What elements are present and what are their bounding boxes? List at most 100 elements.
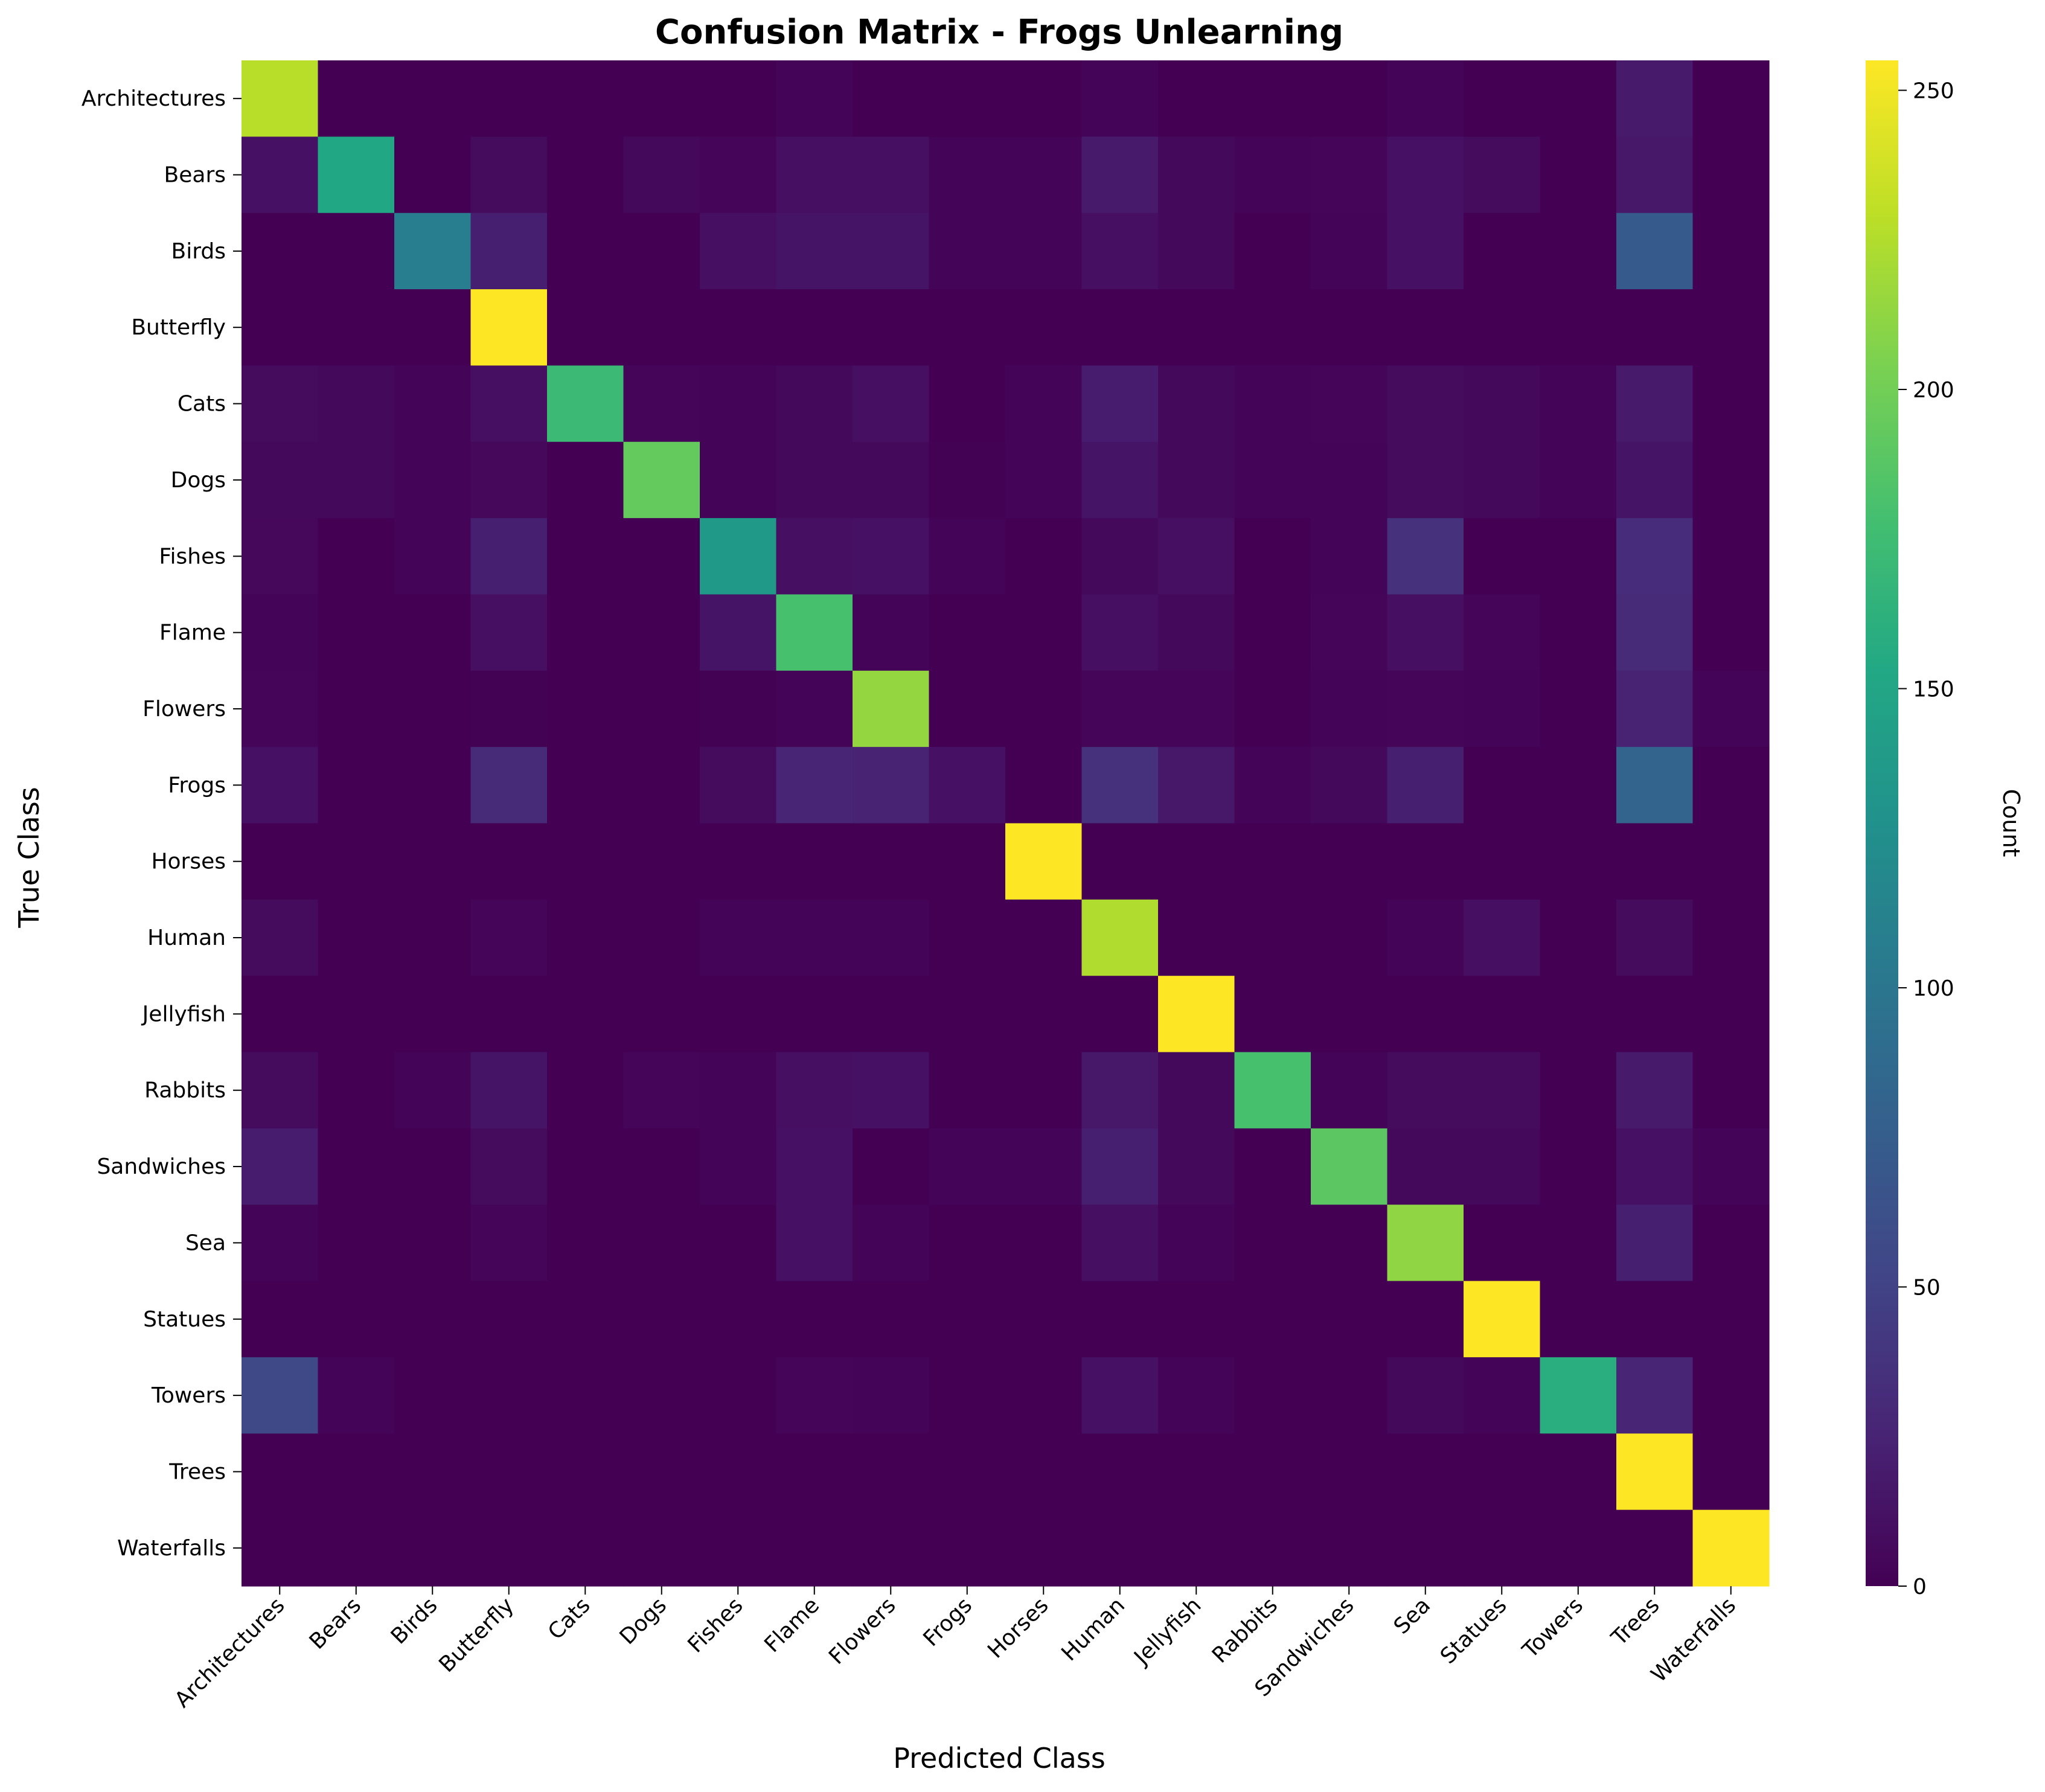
heatmap-cell-flowers-bears bbox=[318, 670, 395, 747]
heatmap-cell-fishes-bears bbox=[318, 518, 395, 595]
heatmap-cell-architectures-human bbox=[1081, 60, 1159, 137]
heatmap-cell-fishes-sandwiches bbox=[1311, 518, 1388, 595]
colorbar-tick-label: 0 bbox=[1913, 1575, 1927, 1599]
heatmap-cell-horses-horses bbox=[1005, 823, 1083, 900]
heatmap-cell-architectures-dogs bbox=[623, 60, 700, 137]
heatmap-cell-bears-fishes bbox=[700, 136, 777, 214]
heatmap-cell-flowers-human bbox=[1081, 670, 1159, 747]
heatmap-cell-rabbits-human bbox=[1081, 1052, 1159, 1129]
heatmap-cell-butterfly-sandwiches bbox=[1311, 289, 1388, 366]
heatmap-cell-dogs-sea bbox=[1387, 441, 1464, 519]
heatmap-cell-rabbits-horses bbox=[1005, 1052, 1083, 1129]
heatmap-cell-towers-human bbox=[1081, 1357, 1159, 1434]
heatmap-cell-waterfalls-sea bbox=[1387, 1509, 1464, 1587]
heatmap-cell-architectures-flame bbox=[776, 60, 853, 137]
heatmap-cell-bears-horses bbox=[1005, 136, 1083, 214]
heatmap-cell-architectures-waterfalls bbox=[1692, 60, 1770, 137]
heatmap-cell-bears-architectures bbox=[242, 136, 319, 214]
x-tick-label-fishes: Fishes bbox=[683, 1593, 747, 1657]
heatmap-cell-trees-fishes bbox=[700, 1433, 777, 1511]
heatmap-cell-statues-birds bbox=[394, 1281, 472, 1358]
heatmap-cell-flowers-towers bbox=[1540, 670, 1617, 747]
heatmap-cell-waterfalls-architectures bbox=[242, 1509, 319, 1587]
heatmap-cell-frogs-flowers bbox=[853, 747, 930, 824]
heatmap-cell-towers-frogs bbox=[929, 1357, 1006, 1434]
heatmap-cell-horses-flame bbox=[776, 823, 853, 900]
heatmap-cell-architectures-towers bbox=[1540, 60, 1617, 137]
heatmap-cell-jellyfish-towers bbox=[1540, 976, 1617, 1053]
heatmap-cell-sandwiches-flowers bbox=[853, 1128, 930, 1205]
heatmap-cell-flowers-waterfalls bbox=[1692, 670, 1770, 747]
x-tick-label-rabbits: Rabbits bbox=[1208, 1593, 1282, 1668]
heatmap-cell-jellyfish-butterfly bbox=[470, 976, 548, 1053]
heatmap-cell-frogs-sandwiches bbox=[1311, 747, 1388, 824]
heatmap-cell-human-flame bbox=[776, 899, 853, 976]
heatmap-cell-birds-frogs bbox=[929, 213, 1006, 290]
heatmap-cell-jellyfish-sandwiches bbox=[1311, 976, 1388, 1053]
heatmap-cell-architectures-rabbits bbox=[1234, 60, 1311, 137]
heatmap-cell-jellyfish-architectures bbox=[242, 976, 319, 1053]
heatmap-cell-bears-statues bbox=[1464, 136, 1541, 214]
heatmap-cell-fishes-flame bbox=[776, 518, 853, 595]
heatmap-cell-waterfalls-waterfalls bbox=[1692, 1509, 1770, 1587]
y-axis-label: True Class bbox=[13, 787, 45, 928]
heatmap-cell-waterfalls-flowers bbox=[853, 1509, 930, 1587]
heatmap-cell-horses-architectures bbox=[242, 823, 319, 900]
heatmap-cell-architectures-cats bbox=[547, 60, 624, 137]
heatmap-cell-towers-dogs bbox=[623, 1357, 700, 1434]
heatmap-cell-flowers-birds bbox=[394, 670, 472, 747]
heatmap-cell-horses-sandwiches bbox=[1311, 823, 1388, 900]
heatmap-cell-waterfalls-birds bbox=[394, 1509, 472, 1587]
heatmap-cell-cats-dogs bbox=[623, 365, 700, 443]
heatmap-cell-flowers-trees bbox=[1616, 670, 1694, 747]
heatmap-cell-waterfalls-dogs bbox=[623, 1509, 700, 1587]
heatmap-cell-fishes-statues bbox=[1464, 518, 1541, 595]
heatmap-cell-horses-bears bbox=[318, 823, 395, 900]
heatmap-cell-statues-waterfalls bbox=[1692, 1281, 1770, 1358]
heatmap-cell-frogs-rabbits bbox=[1234, 747, 1311, 824]
heatmap-cell-waterfalls-rabbits bbox=[1234, 1509, 1311, 1587]
heatmap-cell-statues-horses bbox=[1005, 1281, 1083, 1358]
y-tick-label-frogs: Frogs bbox=[168, 773, 226, 798]
heatmap-cell-sea-jellyfish bbox=[1158, 1205, 1235, 1282]
heatmap-cell-fishes-architectures bbox=[242, 518, 319, 595]
heatmap-cell-towers-fishes bbox=[700, 1357, 777, 1434]
heatmap-cell-fishes-trees bbox=[1616, 518, 1694, 595]
heatmap-cell-trees-human bbox=[1081, 1433, 1159, 1511]
heatmap-cell-sandwiches-jellyfish bbox=[1158, 1128, 1235, 1205]
heatmap-cell-jellyfish-fishes bbox=[700, 976, 777, 1053]
heatmap-cell-sandwiches-trees bbox=[1616, 1128, 1694, 1205]
heatmap-cell-trees-dogs bbox=[623, 1433, 700, 1511]
heatmap-cell-sea-frogs bbox=[929, 1205, 1006, 1282]
heatmap-cell-sandwiches-sea bbox=[1387, 1128, 1464, 1205]
heatmap-cell-frogs-statues bbox=[1464, 747, 1541, 824]
heatmap-cell-sandwiches-birds bbox=[394, 1128, 472, 1205]
heatmap-cell-fishes-rabbits bbox=[1234, 518, 1311, 595]
heatmap-cell-waterfalls-statues bbox=[1464, 1509, 1541, 1587]
heatmap-cell-butterfly-human bbox=[1081, 289, 1159, 366]
colorbar-gradient bbox=[1866, 60, 1898, 1586]
heatmap-cell-flame-flame bbox=[776, 594, 853, 671]
heatmap-cell-towers-bears bbox=[318, 1357, 395, 1434]
heatmap-cell-sea-statues bbox=[1464, 1205, 1541, 1282]
heatmap-cells bbox=[242, 60, 1770, 1587]
heatmap-cell-flame-butterfly bbox=[470, 594, 548, 671]
heatmap-cell-butterfly-fishes bbox=[700, 289, 777, 366]
heatmap-cell-dogs-towers bbox=[1540, 441, 1617, 519]
heatmap-cell-flowers-sea bbox=[1387, 670, 1464, 747]
heatmap-cell-butterfly-bears bbox=[318, 289, 395, 366]
heatmap-cell-flowers-cats bbox=[547, 670, 624, 747]
heatmap-cell-dogs-cats bbox=[547, 441, 624, 519]
x-tick-label-trees: Trees bbox=[1607, 1593, 1665, 1651]
heatmap-cell-statues-jellyfish bbox=[1158, 1281, 1235, 1358]
heatmap-cell-cats-frogs bbox=[929, 365, 1006, 443]
x-tick-label-bears: Bears bbox=[305, 1593, 366, 1654]
heatmap-cell-frogs-sea bbox=[1387, 747, 1464, 824]
heatmap-cell-flowers-butterfly bbox=[470, 670, 548, 747]
heatmap-cell-sandwiches-human bbox=[1081, 1128, 1159, 1205]
heatmap-cell-dogs-architectures bbox=[242, 441, 319, 519]
heatmap-cell-flowers-fishes bbox=[700, 670, 777, 747]
heatmap-cell-frogs-towers bbox=[1540, 747, 1617, 824]
heatmap-cell-butterfly-butterfly bbox=[470, 289, 548, 366]
heatmap-cell-statues-flame bbox=[776, 1281, 853, 1358]
